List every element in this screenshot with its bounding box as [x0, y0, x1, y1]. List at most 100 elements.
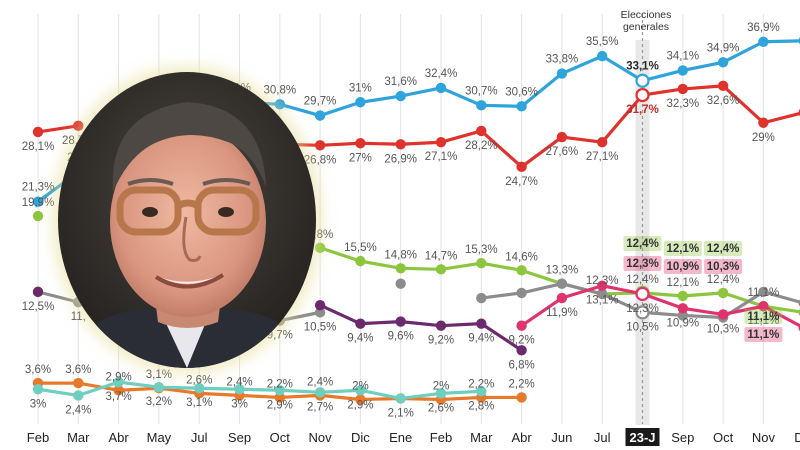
- data-point-gray: [758, 286, 769, 298]
- data-point-blue: [758, 36, 769, 47]
- data-label-blue: 35,5%: [586, 36, 619, 48]
- x-tick-label: Oct: [713, 430, 734, 445]
- x-tick-label: Ene: [389, 430, 412, 445]
- x-tick-label: Oct: [270, 430, 291, 445]
- series-line-teal: [36, 380, 483, 401]
- data-point-red: [32, 126, 44, 138]
- election-value-box: 12,4%: [704, 241, 743, 256]
- data-label-green: 15,5%: [344, 242, 377, 254]
- data-label-blue: 30,7%: [465, 85, 498, 97]
- data-label-blue: 29,7%: [304, 96, 337, 108]
- x-tick-label: Jul: [594, 430, 611, 445]
- data-point-pink: [717, 309, 729, 320]
- data-label-teal: 2,9%: [267, 399, 293, 411]
- x-tick-label: Nov: [309, 430, 333, 445]
- election-value-text: 11,1%: [747, 329, 779, 341]
- data-label-orange: 2,2%: [267, 378, 293, 390]
- data-label-gray: 10,5%: [304, 321, 337, 333]
- data-label-green: 14,6%: [505, 251, 538, 263]
- data-label-red: 26,9%: [384, 153, 417, 165]
- data-label-red: 27,1%: [586, 151, 619, 163]
- data-point-red: [435, 137, 447, 148]
- data-label-orange: 2,4%: [307, 376, 333, 388]
- data-point-blue: [355, 97, 366, 108]
- data-point-red: [597, 137, 608, 148]
- series-line-blue: [197, 39, 800, 118]
- data-label-red: 28,2%: [465, 140, 498, 152]
- data-label-orange: 2%: [433, 381, 450, 393]
- data-point-red: [758, 117, 769, 128]
- data-label-teal: 3%: [231, 398, 248, 410]
- data-label-purple: 9,6%: [388, 331, 414, 343]
- data-point-blue: [435, 82, 447, 94]
- data-point-pink: [597, 280, 608, 291]
- x-tick-label: Abr: [108, 430, 129, 445]
- data-label-teal: 2,1%: [388, 407, 414, 419]
- data-label-orange: 2,4%: [226, 376, 252, 388]
- data-label-red: 28,1%: [22, 141, 55, 153]
- data-label-purple: 9,2%: [428, 335, 454, 347]
- data-point-red: [73, 120, 84, 132]
- election-value-box: 10,9%: [663, 259, 702, 274]
- data-point-red: [635, 87, 650, 103]
- election-value-text: 10,3%: [707, 261, 740, 273]
- data-label-blue: 31%: [349, 82, 372, 94]
- x-tick-label: Feb: [430, 430, 452, 445]
- data-label-green: 15,3%: [465, 244, 498, 256]
- data-point-teal: [395, 393, 406, 404]
- data-point-green: [476, 257, 487, 269]
- data-point-green: [395, 263, 406, 274]
- election-value-box: 12,3%: [623, 256, 662, 271]
- data-label-pink: 10,3%: [707, 323, 740, 335]
- x-tick-label: Sep: [671, 430, 694, 445]
- election-value-box: 11,1%: [744, 309, 783, 324]
- data-label-orange: 2,2%: [508, 378, 534, 390]
- data-label-orange: 3,6%: [65, 364, 91, 376]
- data-label-blue: 33,8%: [546, 54, 579, 66]
- data-point-green: [677, 290, 688, 302]
- data-label-pink: 9,2%: [508, 335, 534, 347]
- series-line-red: [278, 84, 800, 169]
- data-point-red: [395, 139, 406, 150]
- data-label-purple: 9,4%: [347, 333, 373, 345]
- election-value-box: 12,4%: [623, 236, 662, 251]
- data-point-teal: [476, 386, 487, 397]
- data-point-teal: [194, 383, 205, 394]
- data-point-teal: [153, 382, 165, 393]
- x-tick-label: Jun: [551, 430, 572, 445]
- election-value-box: 12,1%: [663, 241, 702, 256]
- data-label-red: 27,1%: [425, 151, 458, 163]
- data-label-green: 19,9%: [22, 197, 55, 209]
- data-label-red: 31,7%: [626, 104, 659, 116]
- data-label-red: 32,3%: [666, 98, 699, 110]
- series-line-red: [36, 124, 80, 134]
- data-label-orange: 2,2%: [468, 378, 494, 390]
- data-point-gray: [597, 288, 608, 300]
- data-point-gray: [516, 287, 527, 299]
- data-point-teal: [274, 385, 285, 396]
- data-point-green: [314, 242, 326, 253]
- portrait-illustration: [58, 72, 316, 368]
- data-point-orange: [274, 392, 285, 403]
- data-point-pink: [556, 292, 568, 304]
- data-point-purple: [32, 286, 44, 298]
- data-point-green: [516, 265, 527, 276]
- data-point-green: [435, 264, 447, 275]
- data-point-orange: [516, 392, 527, 403]
- data-point-red: [314, 140, 326, 151]
- data-label-teal: 2,9%: [347, 399, 373, 411]
- data-label-gray: 9,7%: [267, 330, 293, 342]
- data-label-blue: 36,9%: [747, 22, 780, 34]
- data-point-pink: [516, 320, 527, 331]
- data-point-blue: [314, 110, 326, 121]
- data-label-green: 12,4%: [707, 274, 740, 286]
- data-point-gray: [314, 307, 326, 318]
- data-point-blue: [395, 90, 406, 102]
- x-tick-label: Dic: [794, 430, 800, 445]
- data-point-teal: [435, 388, 447, 399]
- x-tick-label: Mar: [470, 430, 493, 445]
- data-label-pink: 11,9%: [546, 307, 578, 319]
- x-tick-label: May: [147, 430, 172, 445]
